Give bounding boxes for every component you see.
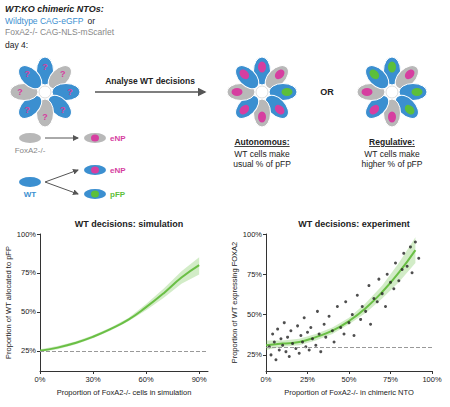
svg-text:?: ? <box>17 87 23 97</box>
svg-text:Wildtype CAG-eGFPor: Wildtype CAG-eGFPor <box>5 16 95 26</box>
svg-text:100%: 100% <box>17 230 37 239</box>
svg-text:?: ? <box>25 69 31 79</box>
svg-text:25%: 25% <box>247 350 262 359</box>
svg-text:FoxA2-/-: FoxA2-/- <box>15 146 46 155</box>
svg-text:OR: OR <box>320 87 334 97</box>
svg-text:?: ? <box>67 87 73 97</box>
svg-text:100%: 100% <box>243 230 263 239</box>
svg-text:Proportion of WT allocated to: Proportion of WT allocated to pFP <box>4 246 13 359</box>
svg-text:WT cells make: WT cells make <box>364 149 420 159</box>
svg-text:Analyse WT decisions: Analyse WT decisions <box>105 76 195 86</box>
svg-text:pFP: pFP <box>110 190 126 199</box>
svg-text:higher % of pFP: higher % of pFP <box>362 159 423 169</box>
svg-text:eNP: eNP <box>110 134 126 143</box>
svg-text:?: ? <box>42 62 48 72</box>
svg-text:100%: 100% <box>422 375 442 384</box>
svg-text:?: ? <box>25 105 31 115</box>
svg-text:WT decisions: experiment: WT decisions: experiment <box>298 219 410 229</box>
svg-text:?: ? <box>42 112 48 122</box>
svg-text:usual % of pFP: usual % of pFP <box>233 159 291 169</box>
svg-text:Proportion of WT expressing FO: Proportion of WT expressing FOXA2 <box>230 242 239 364</box>
svg-text:0%: 0% <box>35 375 46 384</box>
svg-text:0%: 0% <box>261 375 272 384</box>
svg-text:75%: 75% <box>247 270 262 279</box>
svg-text:25%: 25% <box>21 346 36 355</box>
svg-text:WT cells make: WT cells make <box>234 149 290 159</box>
svg-text:Proportion of FoxA2-/- in chim: Proportion of FoxA2-/- in chimeric NTO <box>284 388 414 397</box>
svg-text:WT decisions: simulation: WT decisions: simulation <box>75 219 184 229</box>
svg-text:50%: 50% <box>341 375 356 384</box>
svg-text:?: ? <box>60 69 66 79</box>
svg-text:75%: 75% <box>21 268 36 277</box>
svg-text:50%: 50% <box>247 310 262 319</box>
svg-text:60%: 60% <box>139 375 154 384</box>
svg-text:WT:KO chimeric NTOs:: WT:KO chimeric NTOs: <box>5 4 104 14</box>
svg-text:30%: 30% <box>86 375 101 384</box>
svg-text:75%: 75% <box>383 375 398 384</box>
svg-text:Proportion of FoxA2-/- cells i: Proportion of FoxA2-/- cells in simulati… <box>57 388 192 397</box>
svg-text:WT: WT <box>24 190 37 199</box>
svg-text:?: ? <box>60 105 66 115</box>
svg-text:day 4:: day 4: <box>5 40 28 50</box>
svg-text:25%: 25% <box>300 375 315 384</box>
svg-text:90%: 90% <box>192 375 207 384</box>
svg-text:Autonomous:: Autonomous: <box>234 137 289 147</box>
svg-text:FoxA2-/- CAG-NLS-mScarlet: FoxA2-/- CAG-NLS-mScarlet <box>5 27 115 37</box>
svg-text:Regulative:: Regulative: <box>369 137 415 147</box>
svg-text:eNP: eNP <box>110 166 126 175</box>
svg-text:50%: 50% <box>21 307 36 316</box>
